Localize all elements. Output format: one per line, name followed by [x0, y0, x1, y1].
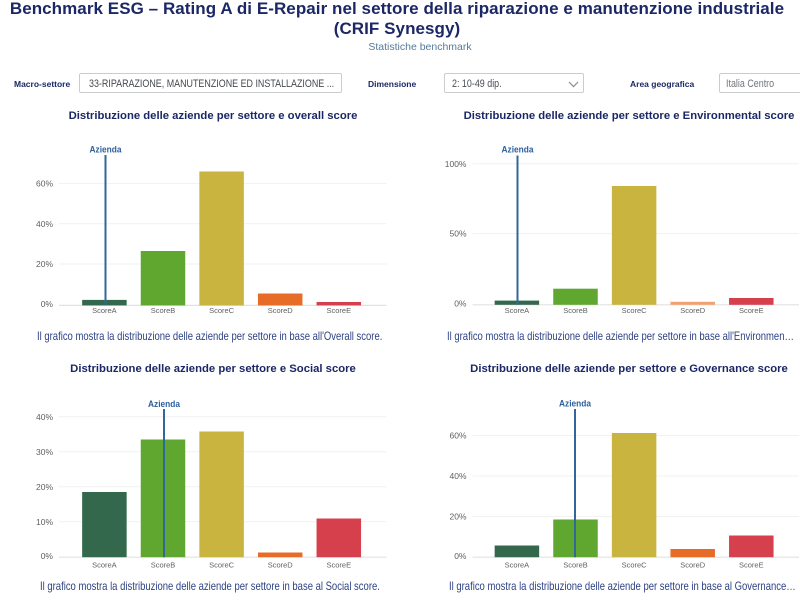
svg-text:ScoreA: ScoreA	[505, 561, 530, 570]
svg-text:ScoreE: ScoreE	[739, 561, 764, 570]
svg-text:10%: 10%	[36, 517, 53, 527]
svg-text:Azienda: Azienda	[90, 145, 123, 156]
svg-text:60%: 60%	[449, 431, 466, 441]
svg-text:ScoreA: ScoreA	[505, 306, 530, 315]
svg-text:ScoreC: ScoreC	[622, 306, 648, 315]
svg-text:20%: 20%	[36, 482, 53, 492]
svg-text:0%: 0%	[41, 551, 54, 561]
svg-text:Azienda: Azienda	[148, 399, 181, 410]
svg-text:Azienda: Azienda	[559, 398, 592, 409]
svg-text:100%: 100%	[445, 159, 467, 169]
svg-text:ScoreD: ScoreD	[268, 561, 294, 570]
svg-text:20%: 20%	[36, 259, 53, 269]
svg-text:ScoreD: ScoreD	[680, 561, 706, 570]
svg-text:ScoreB: ScoreB	[563, 306, 588, 315]
svg-text:ScoreE: ScoreE	[739, 306, 764, 315]
svg-text:0%: 0%	[454, 298, 467, 308]
svg-text:ScoreB: ScoreB	[151, 306, 176, 315]
svg-text:ScoreB: ScoreB	[151, 561, 176, 570]
svg-text:ScoreB: ScoreB	[563, 561, 588, 570]
svg-text:ScoreE: ScoreE	[326, 561, 351, 570]
svg-text:0%: 0%	[454, 551, 467, 561]
svg-text:50%: 50%	[449, 229, 466, 239]
svg-text:30%: 30%	[36, 447, 53, 457]
svg-text:40%: 40%	[36, 219, 53, 229]
svg-text:ScoreC: ScoreC	[622, 561, 648, 570]
svg-text:ScoreE: ScoreE	[326, 306, 351, 315]
svg-text:20%: 20%	[449, 511, 466, 521]
svg-text:0%: 0%	[41, 299, 54, 309]
svg-text:ScoreA: ScoreA	[92, 561, 117, 570]
svg-text:ScoreC: ScoreC	[209, 306, 235, 315]
svg-text:ScoreC: ScoreC	[209, 561, 235, 570]
svg-text:Azienda: Azienda	[502, 144, 535, 155]
svg-text:40%: 40%	[36, 412, 53, 422]
svg-text:60%: 60%	[36, 179, 53, 189]
svg-text:ScoreD: ScoreD	[268, 306, 294, 315]
svg-text:ScoreD: ScoreD	[680, 306, 706, 315]
svg-text:ScoreA: ScoreA	[92, 306, 117, 315]
svg-text:40%: 40%	[449, 471, 466, 481]
